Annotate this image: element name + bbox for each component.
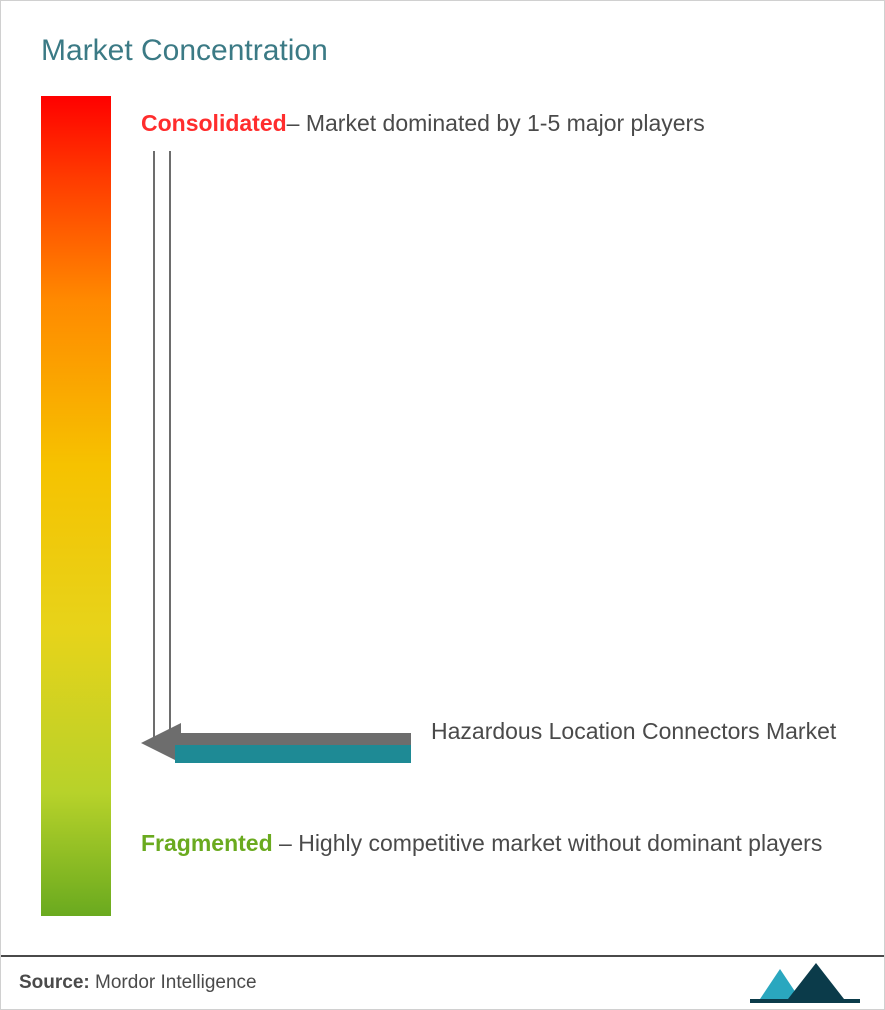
concentration-gradient-bar — [41, 96, 111, 916]
bracket-lines — [146, 151, 186, 741]
mordor-logo-icon — [750, 963, 860, 1003]
source-value: Mordor Intelligence — [95, 972, 257, 993]
fragmented-rest: – Highly competitive market without domi… — [273, 830, 823, 856]
page-title: Market Concentration — [41, 34, 844, 68]
gradient-column — [41, 96, 111, 916]
infographic-container: Market Concentration Consolidated– Marke… — [0, 0, 885, 1010]
fragmented-lead: Fragmented — [141, 830, 273, 856]
consolidated-label: Consolidated– Market dominated by 1-5 ma… — [141, 96, 844, 151]
market-pointer — [141, 721, 411, 779]
footer: Source: Mordor Intelligence — [1, 955, 884, 1009]
source-label: Source: — [19, 972, 90, 993]
consolidated-rest: – Market dominated by 1-5 major players — [287, 110, 705, 136]
market-name: Hazardous Location Connectors Market — [431, 714, 836, 749]
source-text: Source: Mordor Intelligence — [19, 972, 257, 994]
content-row: Consolidated– Market dominated by 1-5 ma… — [41, 96, 844, 926]
pointer-underline — [175, 745, 411, 763]
consolidated-lead: Consolidated — [141, 110, 287, 136]
right-column: Consolidated– Market dominated by 1-5 ma… — [111, 96, 844, 926]
fragmented-label: Fragmented – Highly competitive market w… — [141, 816, 844, 871]
